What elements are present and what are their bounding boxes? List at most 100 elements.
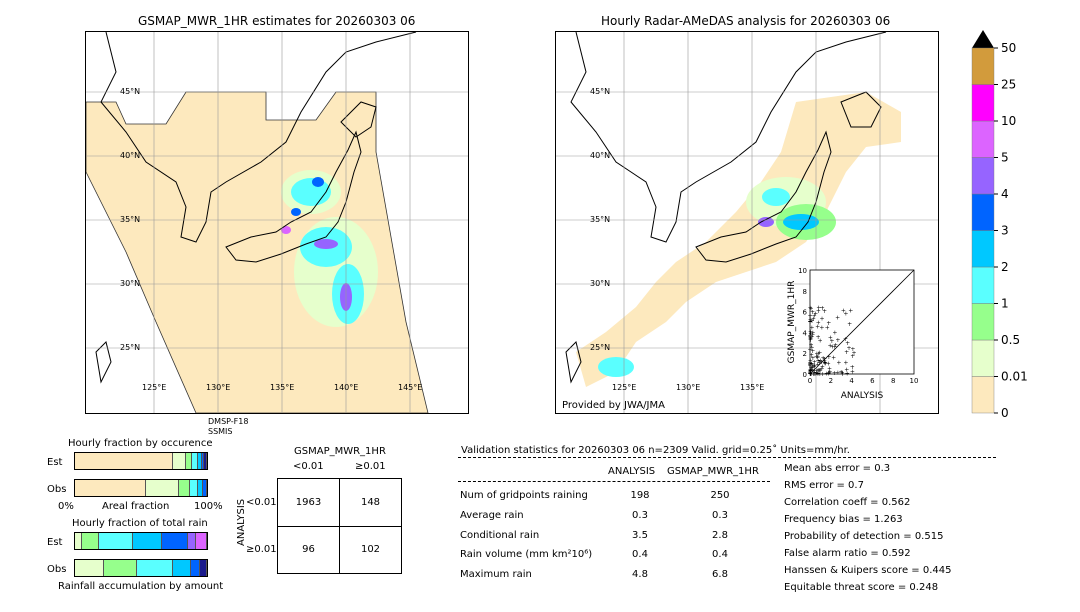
- fraction-segment: [75, 560, 105, 576]
- scatter-point: +: [808, 305, 813, 312]
- scatter-point: +: [826, 369, 831, 376]
- lon-label: 135°E: [270, 383, 294, 392]
- fraction-segment: [146, 480, 180, 496]
- fraction-segment: [98, 533, 134, 549]
- scatter-point: +: [846, 345, 851, 352]
- score-line: Correlation coeff = 0.562: [784, 497, 911, 508]
- scatter-point: +: [809, 371, 814, 378]
- stat-analysis: 3.5: [632, 530, 648, 541]
- scatter-point: +: [813, 311, 818, 318]
- scatter-point: +: [845, 370, 850, 377]
- scatter-ytick: 4: [803, 329, 808, 337]
- lon-label: 135°E: [740, 383, 764, 392]
- lon-label: 130°E: [676, 383, 700, 392]
- scatter-point: +: [815, 367, 820, 374]
- japan-coast: [225, 130, 362, 263]
- diagonal-line: [809, 269, 915, 375]
- japan-coast: [695, 130, 832, 263]
- scatter-point: +: [826, 361, 831, 368]
- occurrence-obs-bar: [74, 479, 208, 497]
- scatter-point: +: [828, 343, 833, 350]
- scatter-point: +: [818, 338, 823, 345]
- rain-blob: [783, 214, 819, 230]
- stat-analysis: 198: [630, 490, 650, 501]
- scatter-ytick: 0: [803, 371, 807, 379]
- scatter-point: +: [814, 353, 819, 360]
- colorbar-swatch: [971, 376, 995, 414]
- scatter-point: +: [843, 310, 848, 317]
- contingency-col-lt: <0.01: [293, 461, 324, 472]
- score-line: Frequency bias = 1.263: [784, 514, 903, 525]
- scatter-point: +: [809, 342, 814, 349]
- lat-label: 25°N: [590, 343, 610, 352]
- scatter-point: +: [850, 364, 855, 371]
- scatter-point: +: [822, 356, 827, 363]
- fraction-segment: [172, 560, 192, 576]
- occurrence-title: Hourly fraction by occurence: [68, 438, 213, 449]
- scatter-point: +: [816, 358, 821, 365]
- total-obs-bar: [74, 559, 208, 577]
- scatter-point: +: [808, 368, 813, 375]
- scatter-point: +: [808, 328, 813, 335]
- scatter-point: +: [816, 308, 821, 315]
- scatter-point: +: [810, 362, 815, 369]
- fraction-segment: [196, 533, 207, 549]
- fraction-segment: [75, 453, 173, 469]
- taiwan-coast: [565, 341, 582, 384]
- hokkaido-coast: [340, 101, 377, 138]
- score-line: Mean abs error = 0.3: [784, 463, 891, 474]
- scatter-point: +: [815, 323, 820, 330]
- scatter-xtick: 0: [808, 377, 812, 385]
- rain-blob: [762, 188, 790, 206]
- scatter-point: +: [809, 334, 814, 341]
- right-map-title: Hourly Radar-AMeDAS analysis for 2026030…: [601, 14, 891, 28]
- scatter-point: +: [817, 359, 822, 366]
- scatter-point: +: [808, 347, 813, 354]
- scatter-point: +: [811, 371, 816, 378]
- scatter-point: +: [812, 312, 817, 319]
- scatter-point: +: [814, 368, 819, 375]
- scatter-point: +: [852, 350, 857, 357]
- scatter-point: +: [817, 350, 822, 357]
- sensor-label: SSMIS: [208, 427, 233, 436]
- scatter-point: +: [809, 318, 814, 325]
- scatter-point: +: [810, 348, 815, 355]
- col-gsmap: GSMAP_MWR_1HR: [667, 466, 759, 477]
- scatter-point: +: [840, 370, 845, 377]
- scatter-point: +: [809, 344, 814, 351]
- scatter-point: +: [822, 358, 827, 365]
- fraction-segment: [191, 560, 201, 576]
- scatter-xtick: 10: [910, 377, 919, 385]
- occurrence-x0: 0%: [58, 501, 74, 512]
- stat-label: Average rain: [460, 510, 524, 521]
- stat-gsmap: 250: [710, 490, 730, 501]
- scatter-point: +: [811, 369, 816, 376]
- scatter-point: +: [845, 340, 850, 347]
- occurrence-row-est: Est: [47, 457, 63, 468]
- scatter-ytick: 10: [798, 267, 807, 275]
- scatter-point: +: [809, 365, 814, 372]
- scatter-ytick: 2: [803, 350, 807, 358]
- fraction-segment: [189, 480, 198, 496]
- colorbar-tick-label: 1: [1001, 297, 1009, 311]
- left-map-canvas: 45°N 40°N 35°N 30°N 25°N 125°E 130°E 135…: [86, 32, 468, 413]
- scatter-point: +: [823, 360, 828, 367]
- stat-analysis: 4.8: [632, 569, 648, 580]
- scatter-point: +: [816, 370, 821, 377]
- contingency-row-ge: ≥0.01: [246, 544, 277, 555]
- score-line: Equitable threat score = 0.248: [784, 582, 939, 593]
- colorbar-swatch: [971, 84, 995, 122]
- scatter-point: +: [844, 366, 849, 373]
- validation-subdivider: [458, 481, 770, 482]
- scatter-point: +: [827, 369, 832, 376]
- total-est-bar: [74, 532, 208, 550]
- colorbar-tick-label: 0.01: [1001, 370, 1028, 384]
- lon-label: 125°E: [142, 383, 166, 392]
- scatter-point: +: [850, 346, 855, 353]
- occurrence-est-bar: [74, 452, 208, 470]
- scatter-point: +: [808, 369, 813, 376]
- hokkaido-coast: [840, 91, 882, 128]
- coastline: [570, 32, 887, 243]
- scatter-point: +: [808, 360, 813, 367]
- scatter-point: +: [808, 305, 813, 312]
